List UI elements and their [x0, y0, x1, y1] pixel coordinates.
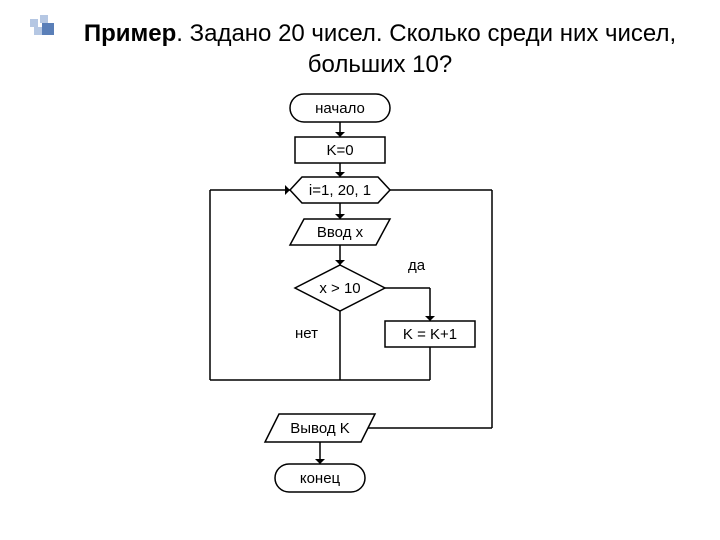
svg-text:нет: нет	[295, 325, 318, 342]
title-prefix: Пример	[84, 20, 176, 47]
slide-title: Пример. Задано 20 чисел. Сколько среди н…	[60, 18, 700, 80]
svg-text:конец: конец	[300, 470, 341, 487]
svg-text:Вывод K: Вывод K	[290, 420, 350, 437]
flowchart-container: начало K=0 i=1, 20, 1 Ввод x x > 10 K = K+1 Вы…	[140, 90, 580, 530]
svg-text:K=0: K=0	[326, 142, 353, 159]
svg-text:x > 10: x > 10	[319, 280, 360, 297]
svg-text:начало: начало	[315, 100, 365, 117]
slide-bullet-icon	[30, 15, 60, 45]
svg-text:Ввод x: Ввод x	[317, 224, 364, 241]
svg-text:да: да	[408, 257, 426, 274]
title-text: . Задано 20 чисел. Сколько среди них чис…	[176, 20, 676, 78]
svg-text:K = K+1: K = K+1	[403, 326, 457, 343]
svg-text:i=1, 20, 1: i=1, 20, 1	[309, 182, 371, 199]
flowchart-svg: начало K=0 i=1, 20, 1 Ввод x x > 10 K = K+1 Вы…	[140, 90, 580, 530]
